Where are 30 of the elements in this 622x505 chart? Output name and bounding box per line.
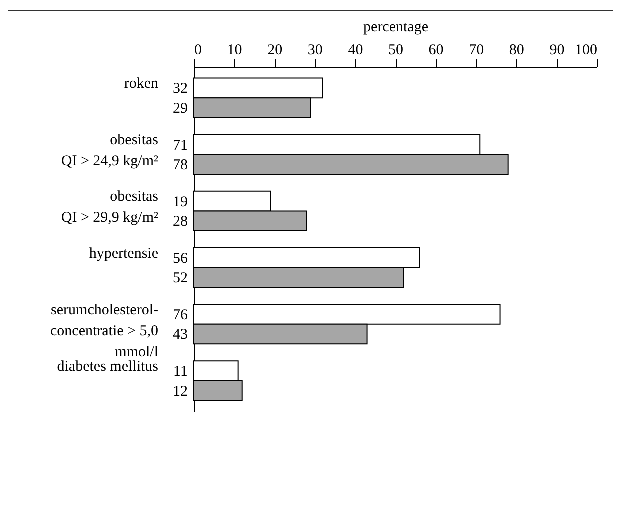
x-tick-label: 0 xyxy=(194,42,202,58)
y-tick-label: roken xyxy=(124,76,159,92)
x-tick-label: 30 xyxy=(308,42,323,58)
data-label: 28 xyxy=(173,214,188,230)
y-tick-label: serumcholesterol- concentratie > 5,0 mmol/l xyxy=(50,302,158,360)
data-label: 76 xyxy=(173,307,188,324)
x-tick-label: 10 xyxy=(227,42,242,58)
x-tick-label: 100 xyxy=(575,42,598,58)
x-tick-label: 50 xyxy=(388,42,404,58)
data-label: 43 xyxy=(173,327,188,344)
y-tick-label: hypertensie xyxy=(89,246,159,262)
x-tick-label: 20 xyxy=(268,42,283,58)
x-tick-label: 70 xyxy=(469,42,484,58)
data-label: 19 xyxy=(173,194,188,210)
y-tick-label: diabetes mellitus xyxy=(57,358,159,375)
data-label: 32 xyxy=(173,81,188,98)
x-tick-label: 40 xyxy=(348,42,364,58)
x-tick-label: 60 xyxy=(428,42,444,58)
data-label: 11 xyxy=(174,364,188,380)
x-tick-label: 80 xyxy=(509,42,524,58)
data-label: 52 xyxy=(173,270,188,287)
y-tick-label: obesitas QI > 29,9 kg/m² xyxy=(61,189,159,226)
data-label: 71 xyxy=(173,138,188,154)
x-tick-label: 90 xyxy=(550,42,565,58)
x-axis-title: percentage xyxy=(364,20,429,36)
data-label: 78 xyxy=(173,158,188,174)
data-label: 12 xyxy=(173,384,188,400)
data-label: 56 xyxy=(173,250,188,267)
data-label: 29 xyxy=(173,101,188,118)
y-tick-label: obesitas QI > 24,9 kg/m² xyxy=(61,132,159,170)
